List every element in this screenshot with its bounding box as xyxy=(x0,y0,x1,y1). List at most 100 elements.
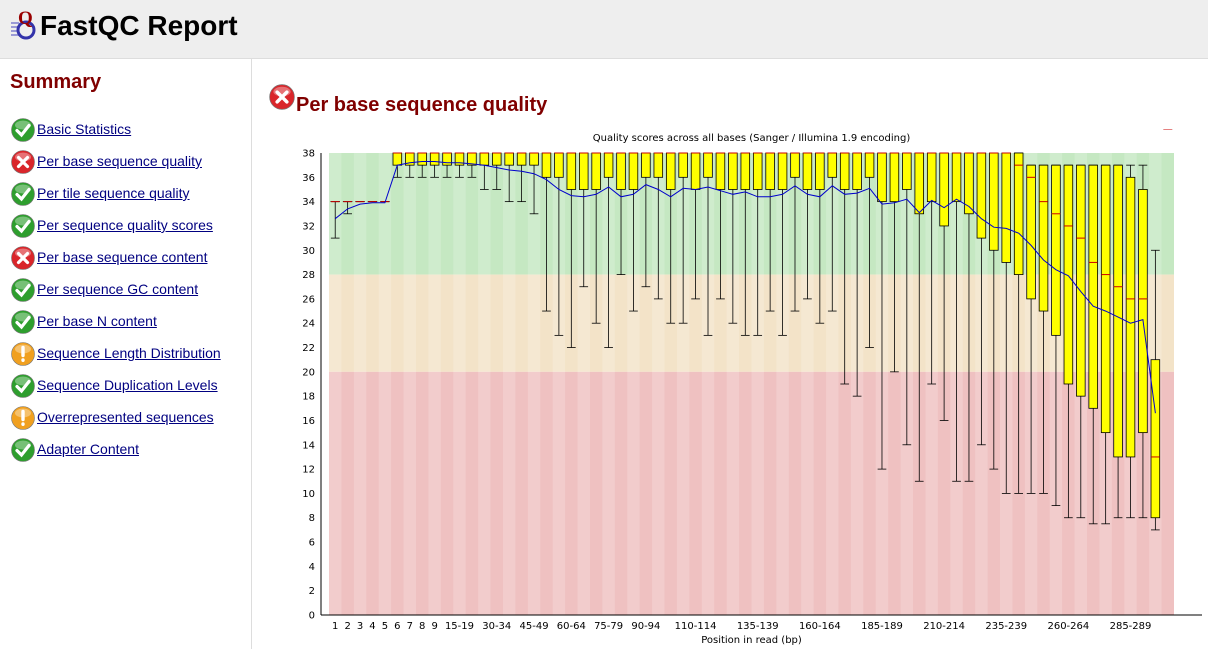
quality-box xyxy=(679,153,688,177)
sidebar-item-link[interactable]: Per base N content xyxy=(37,311,157,331)
check-icon xyxy=(10,181,36,207)
y-tick-label: 20 xyxy=(302,367,315,378)
x-tick-label: 15-19 xyxy=(445,621,474,632)
quality-box xyxy=(853,153,862,189)
band-stripe xyxy=(478,153,490,615)
sidebar-item-link[interactable]: Per sequence quality scores xyxy=(37,215,213,235)
band-stripe xyxy=(379,153,391,615)
sidebar-item: Per sequence quality scores xyxy=(10,215,221,247)
quality-box xyxy=(1151,360,1160,518)
quality-box xyxy=(890,153,899,202)
y-tick-label: 30 xyxy=(302,246,315,257)
quality-box xyxy=(1076,165,1085,396)
y-tick-label: 8 xyxy=(309,513,315,524)
x-tick-label: 210-214 xyxy=(923,621,965,632)
sidebar-item: Per sequence GC content xyxy=(10,279,221,311)
y-tick-label: 22 xyxy=(302,343,315,354)
quality-box xyxy=(542,153,551,177)
check-icon xyxy=(10,213,36,239)
quality-chart-container: Quality scores across all bases (Sanger … xyxy=(252,129,1208,649)
x-tick-label: 7 xyxy=(407,621,413,632)
band-stripe xyxy=(528,153,540,615)
quality-box xyxy=(492,153,501,165)
quality-box xyxy=(418,153,427,165)
x-tick-label: 45-49 xyxy=(520,621,549,632)
sidebar-item-link[interactable]: Basic Statistics xyxy=(37,119,131,139)
warning-icon xyxy=(10,405,36,431)
quality-box xyxy=(555,153,564,177)
check-icon xyxy=(10,277,36,303)
y-tick-label: 4 xyxy=(309,562,315,573)
quality-box xyxy=(791,153,800,177)
sidebar-item-link[interactable]: Adapter Content xyxy=(37,439,139,459)
quality-box xyxy=(1052,165,1061,335)
quality-boxplot-chart: Quality scores across all bases (Sanger … xyxy=(252,129,1208,649)
sidebar-item-link[interactable]: Per tile sequence quality xyxy=(37,183,190,203)
quality-box xyxy=(989,153,998,250)
quality-box xyxy=(716,153,725,189)
sidebar-item-link[interactable]: Per base sequence content xyxy=(37,247,207,267)
quality-box xyxy=(815,153,824,189)
y-tick-label: 32 xyxy=(302,221,315,232)
quality-box xyxy=(927,153,936,202)
sidebar-item: Per base sequence quality xyxy=(10,151,221,183)
band-stripe xyxy=(453,153,465,615)
summary-sidebar: Summary Basic Statistics Per base sequenc… xyxy=(0,59,252,649)
quality-box xyxy=(629,153,638,189)
x-tick-label: 90-94 xyxy=(631,621,660,632)
sidebar-item-link[interactable]: Sequence Length Distribution xyxy=(37,343,221,363)
sidebar-item: Overrepresented sequences xyxy=(10,407,221,439)
x-axis-label: Position in read (bp) xyxy=(701,635,802,646)
report-header: Q FastQC Report xyxy=(0,0,1208,59)
quality-box xyxy=(642,153,651,177)
y-tick-label: 6 xyxy=(309,538,315,549)
sidebar-item-link[interactable]: Per sequence GC content xyxy=(37,279,198,299)
x-tick-label: 260-264 xyxy=(1047,621,1089,632)
sidebar-item-link[interactable]: Overrepresented sequences xyxy=(37,407,214,427)
x-tick-label: 135-139 xyxy=(737,621,779,632)
summary-title: Summary xyxy=(10,71,101,94)
warning-icon xyxy=(10,341,36,367)
sidebar-item: Basic Statistics xyxy=(10,119,221,151)
y-tick-label: 34 xyxy=(302,197,315,208)
quality-box xyxy=(828,153,837,177)
sidebar-item: Per tile sequence quality xyxy=(10,183,221,215)
quality-box xyxy=(778,153,787,189)
sidebar-item: Adapter Content xyxy=(10,439,221,471)
y-tick-label: 10 xyxy=(302,489,315,500)
x-tick-label: 185-189 xyxy=(861,621,903,632)
y-tick-label: 0 xyxy=(309,611,315,622)
cross-icon xyxy=(10,245,36,271)
quality-box xyxy=(654,153,663,177)
quality-box xyxy=(604,153,613,177)
y-tick-label: 28 xyxy=(302,270,315,281)
quality-box xyxy=(579,153,588,189)
band-stripe xyxy=(354,153,366,615)
quality-box xyxy=(1027,165,1036,299)
quality-box xyxy=(480,153,489,165)
sidebar-item-link[interactable]: Sequence Duplication Levels xyxy=(37,375,218,395)
quality-box xyxy=(617,153,626,189)
sidebar-item-link[interactable]: Per base sequence quality xyxy=(37,151,202,171)
y-tick-label: 16 xyxy=(302,416,315,427)
band-stripe xyxy=(404,153,416,615)
quality-box xyxy=(1089,165,1098,408)
x-tick-label: 8 xyxy=(419,621,425,632)
quality-box xyxy=(505,153,514,165)
y-tick-label: 38 xyxy=(302,149,315,160)
y-tick-label: 18 xyxy=(302,392,315,403)
quality-box xyxy=(902,153,911,189)
quality-box xyxy=(766,153,775,189)
y-tick-label: 14 xyxy=(302,440,315,451)
x-tick-label: 160-164 xyxy=(799,621,841,632)
quality-box xyxy=(1002,153,1011,262)
quality-box xyxy=(803,153,812,189)
module-title: Per base sequence quality xyxy=(296,94,547,117)
quality-box xyxy=(729,153,738,189)
x-tick-label: 6 xyxy=(394,621,400,632)
quality-box xyxy=(530,153,539,165)
cross-icon xyxy=(268,83,296,111)
sidebar-item: Per base N content xyxy=(10,311,221,343)
check-icon xyxy=(10,437,36,463)
quality-box xyxy=(443,153,452,165)
